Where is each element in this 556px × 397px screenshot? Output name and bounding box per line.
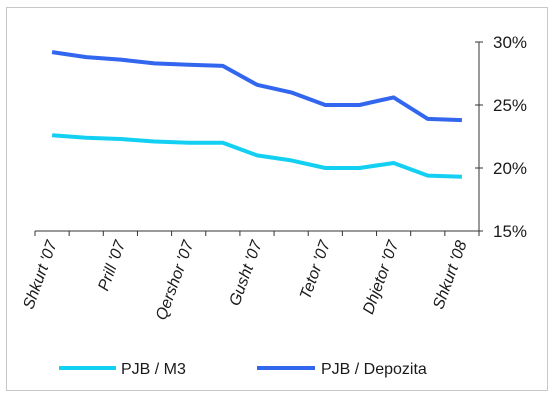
series-line-pjb-m3 — [51, 133, 462, 179]
x-tick-label: Qershor '07 — [153, 238, 198, 323]
x-tick-label: Shkurt '07 — [20, 238, 61, 312]
x-tick-label: Gusht '07 — [227, 238, 267, 309]
x-tick-label: Prill '07 — [95, 238, 129, 294]
y-tick-label: 25% — [493, 96, 527, 115]
legend-label-pjb-m3: PJB / M3 — [121, 361, 186, 378]
series-line-pjb-depozita — [51, 50, 462, 123]
y-tick-label: 20% — [493, 159, 527, 178]
x-tick-label: Dhjetor '07 — [360, 238, 403, 317]
y-tick-labels: 15% 20% 25% 30% — [493, 33, 527, 241]
chart-axes — [34, 41, 483, 236]
y-tick-label: 30% — [493, 33, 527, 52]
series-lines — [51, 50, 462, 179]
legend-label-pjb-depozita: PJB / Depozita — [321, 361, 427, 378]
chart-frame: 15% 20% 25% 30% Shkurt '07 Prill '07 Qershor … — [6, 7, 548, 391]
x-tick-label: Shkurt '08 — [430, 238, 470, 311]
x-tick-labels: Shkurt '07 Prill '07 Qershor '07 Gusht '07 T… — [20, 238, 470, 323]
x-tick-label: Tetor '07 — [297, 238, 334, 302]
legend: PJB / M3 PJB / Depozita — [59, 361, 427, 378]
line-chart: 15% 20% 25% 30% Shkurt '07 Prill '07 Qershor … — [20, 33, 527, 378]
y-tick-label: 15% — [493, 222, 527, 241]
